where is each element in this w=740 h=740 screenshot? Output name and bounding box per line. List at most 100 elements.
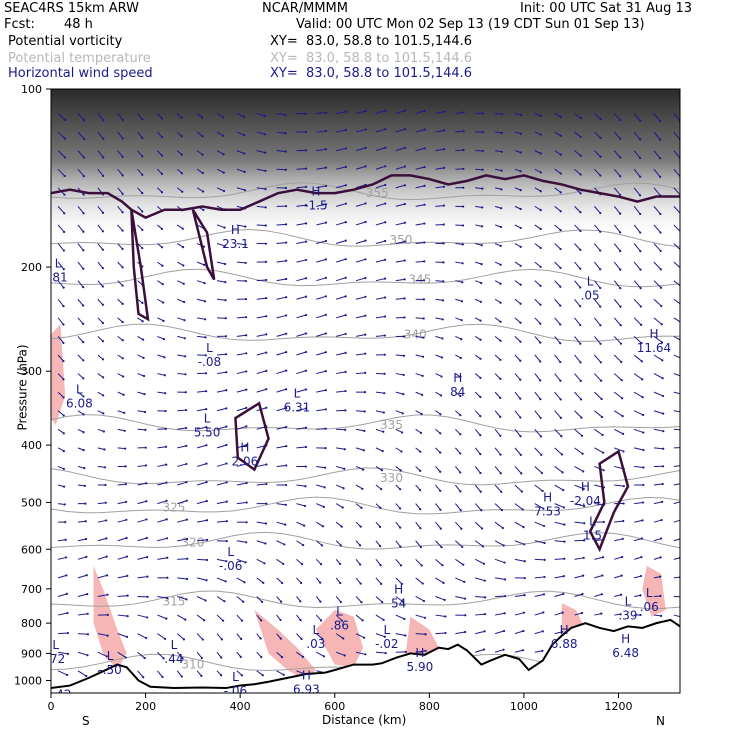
wind-vector (137, 373, 146, 378)
wind-vector (613, 354, 623, 364)
wind-vector (395, 221, 406, 226)
wind-vector (296, 465, 307, 468)
wind-vector (534, 261, 542, 268)
hl-marker: L.72 (51, 638, 65, 666)
wind-vector (276, 425, 288, 430)
hl-type: L (587, 275, 594, 289)
wind-vector (455, 614, 467, 617)
wind-vector (594, 336, 602, 345)
wind-vector (415, 596, 426, 603)
wind-vector (256, 333, 268, 337)
wind-vector (256, 187, 267, 191)
wind-vector (57, 447, 65, 453)
wind-vector (316, 503, 325, 508)
wind-vector (614, 593, 623, 597)
wind-vector (336, 110, 348, 114)
wind-vector (435, 596, 446, 602)
wind-vector (137, 187, 144, 195)
wind-vector (514, 521, 525, 529)
wind-vector (256, 577, 265, 584)
wind-vector (395, 128, 407, 133)
wind-vector (653, 373, 664, 380)
wind-vector (415, 279, 426, 282)
wind-vector (256, 260, 268, 263)
wind-vector (197, 558, 209, 562)
wind-vector (673, 298, 680, 305)
wind-vector (316, 408, 327, 412)
wind-vector (455, 630, 467, 635)
wind-vector (315, 614, 323, 622)
wind-vector (77, 410, 85, 416)
wind-vector (475, 168, 484, 171)
hl-type: L (312, 623, 319, 637)
wind-vector (375, 202, 387, 207)
wind-vector (77, 224, 85, 233)
wind-vector (97, 243, 104, 251)
wind-vector (335, 614, 343, 622)
wind-vector (534, 410, 542, 419)
wind-vector (336, 409, 347, 412)
wind-vector (97, 206, 105, 214)
wind-vector (653, 206, 662, 216)
wind-vector (176, 224, 184, 230)
wind-vector (435, 614, 447, 618)
wind-vector (77, 428, 85, 434)
wind-vector (415, 335, 425, 339)
wind-vector (57, 113, 67, 122)
wind-vector (633, 206, 642, 216)
wind-vector (157, 651, 165, 660)
wind-vector (375, 183, 387, 189)
wind-vector (673, 614, 680, 618)
wind-vector (77, 261, 85, 270)
wind-vector (137, 464, 148, 467)
wind-vector (494, 354, 502, 361)
wind-vector (117, 483, 127, 486)
wind-vector (137, 224, 144, 231)
wind-vector (336, 651, 346, 657)
wind-vector (514, 466, 523, 475)
wind-vector (57, 317, 65, 326)
wind-vector (137, 575, 149, 579)
wind-vector (97, 483, 107, 487)
wind-vector (355, 146, 367, 152)
theta-label-315: 315 (163, 594, 186, 608)
wind-vector (574, 224, 582, 233)
wind-vector (117, 131, 124, 140)
wind-vector (316, 332, 327, 337)
wind-vector (216, 596, 226, 603)
wind-vector (653, 243, 662, 253)
hl-marker: H5.90 (407, 646, 434, 674)
wind-vector (673, 501, 680, 505)
wind-vector (196, 280, 206, 285)
wind-vector (653, 354, 664, 362)
wind-vector (157, 556, 169, 560)
wind-vector (316, 258, 328, 263)
wind-vector (177, 261, 185, 267)
wind-vector (534, 150, 542, 155)
wind-vector (296, 258, 308, 263)
wind-vector (494, 261, 502, 266)
wind-vector (475, 648, 486, 653)
wind-vector (534, 168, 542, 174)
wind-vector (57, 428, 65, 435)
wind-vector (514, 112, 523, 117)
wind-vector (494, 205, 503, 210)
wind-vector (534, 649, 544, 653)
wind-vector (256, 482, 268, 486)
wind-vector (355, 447, 365, 452)
wind-vector (256, 614, 263, 622)
wind-vector (574, 521, 586, 525)
wind-vector (137, 391, 146, 396)
wind-vector (216, 389, 228, 393)
wind-vector (157, 113, 164, 120)
wind-vector (256, 596, 264, 603)
wind-vector (117, 614, 129, 618)
wind-vector (296, 149, 308, 152)
wind-vector (514, 187, 522, 192)
hl-type: L (206, 341, 213, 355)
wind-vector (117, 187, 124, 195)
wind-vector (236, 187, 246, 192)
theta-contour-315 (51, 590, 680, 609)
wind-vector (296, 426, 308, 430)
wind-vector (196, 670, 203, 677)
